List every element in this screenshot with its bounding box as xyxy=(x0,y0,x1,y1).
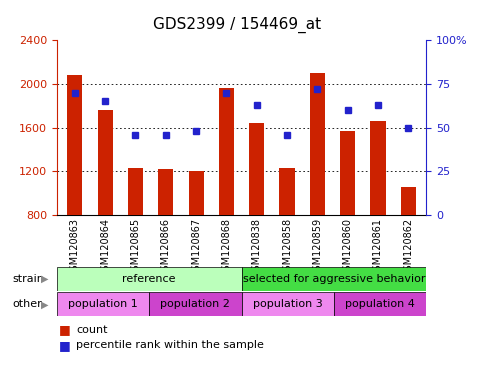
Text: other: other xyxy=(12,299,42,310)
Text: count: count xyxy=(76,325,108,335)
Bar xyxy=(219,88,234,215)
Text: population 4: population 4 xyxy=(345,299,415,310)
Text: GDS2399 / 154469_at: GDS2399 / 154469_at xyxy=(152,17,321,33)
Text: population 1: population 1 xyxy=(68,299,138,310)
Bar xyxy=(128,168,143,215)
Text: population 3: population 3 xyxy=(253,299,322,310)
Text: GSM120858: GSM120858 xyxy=(282,217,292,276)
Text: ■: ■ xyxy=(59,339,71,352)
Bar xyxy=(370,121,386,215)
Text: GSM120838: GSM120838 xyxy=(252,217,262,276)
Text: strain: strain xyxy=(12,274,44,284)
Text: GSM120864: GSM120864 xyxy=(100,217,110,276)
Bar xyxy=(340,131,355,215)
Bar xyxy=(158,169,174,215)
Text: reference: reference xyxy=(122,274,176,284)
Bar xyxy=(57,267,242,291)
Text: GSM120866: GSM120866 xyxy=(161,217,171,276)
Bar xyxy=(242,267,426,291)
Bar xyxy=(57,292,149,316)
Text: selected for aggressive behavior: selected for aggressive behavior xyxy=(243,274,425,284)
Bar xyxy=(310,73,325,215)
Bar xyxy=(249,123,264,215)
Text: GSM120867: GSM120867 xyxy=(191,217,201,276)
Text: GSM120862: GSM120862 xyxy=(403,217,413,276)
Text: GSM120861: GSM120861 xyxy=(373,217,383,276)
Bar xyxy=(242,292,334,316)
Text: GSM120868: GSM120868 xyxy=(221,217,231,276)
Text: GSM120860: GSM120860 xyxy=(343,217,352,276)
Bar xyxy=(280,168,295,215)
Bar xyxy=(334,292,426,316)
Text: ■: ■ xyxy=(59,323,71,336)
Text: percentile rank within the sample: percentile rank within the sample xyxy=(76,340,264,350)
Bar xyxy=(188,171,204,215)
Text: ▶: ▶ xyxy=(40,299,48,310)
Text: ▶: ▶ xyxy=(40,274,48,284)
Text: GSM120859: GSM120859 xyxy=(313,217,322,276)
Bar xyxy=(98,110,113,215)
Bar xyxy=(149,292,242,316)
Text: population 2: population 2 xyxy=(160,299,230,310)
Bar xyxy=(68,75,82,215)
Text: GSM120865: GSM120865 xyxy=(131,217,141,276)
Bar xyxy=(401,187,416,215)
Text: GSM120863: GSM120863 xyxy=(70,217,80,276)
